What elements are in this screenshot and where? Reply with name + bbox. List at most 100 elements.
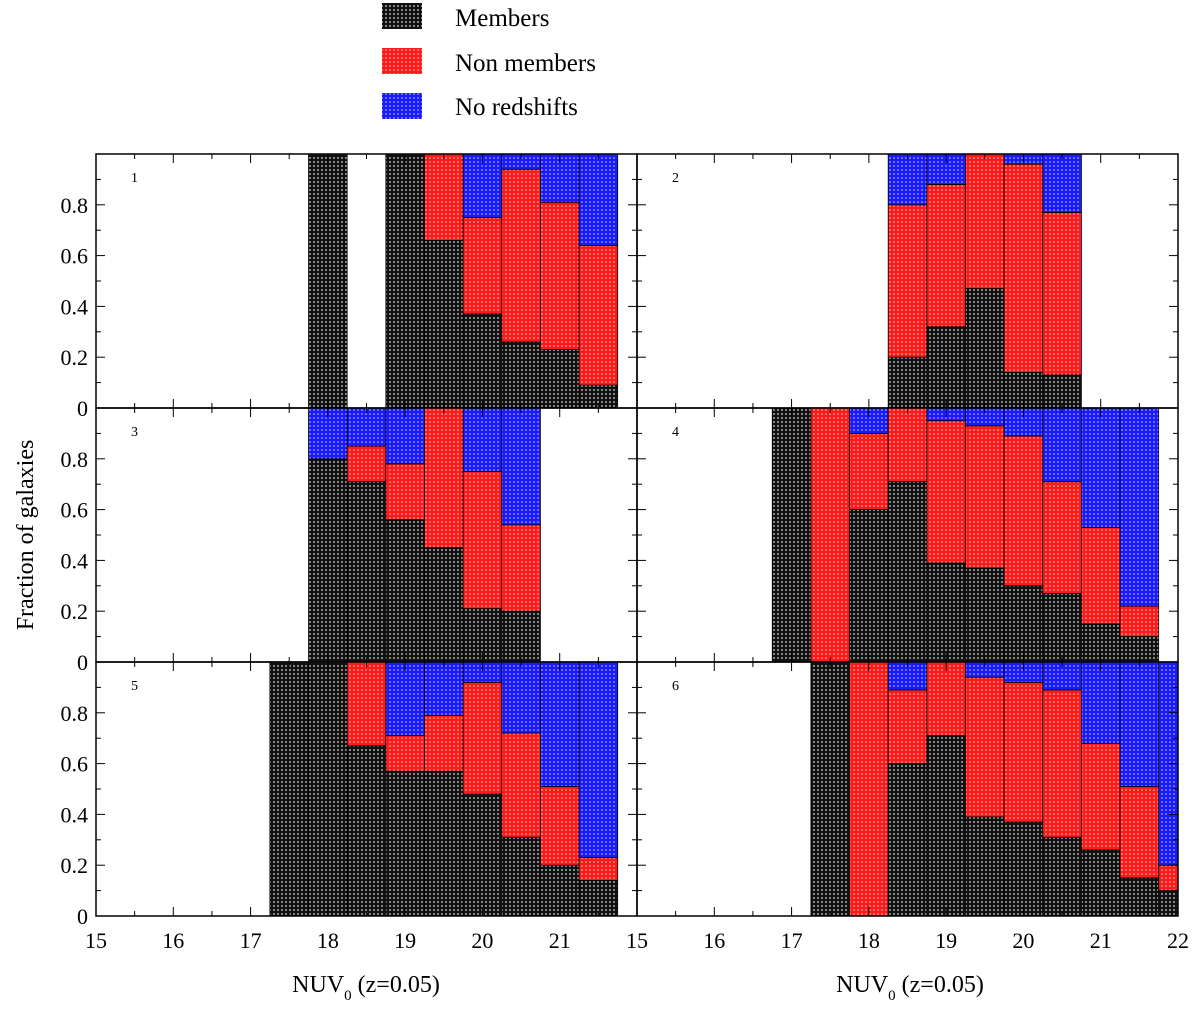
panel-3-bar-0-members	[308, 458, 348, 662]
panel-6-bar-0-members	[810, 662, 850, 916]
y-tick-label-row1: 0.6	[61, 244, 89, 269]
legend-swatch-members	[382, 3, 422, 29]
panel-2-bar-4-members	[1042, 374, 1082, 408]
panel-4-bar-4-members	[926, 562, 966, 662]
panel-6-bar-5-non-members	[1003, 681, 1044, 823]
panel-6-bar-9-non-members	[1158, 864, 1178, 892]
panel-4-label: 4	[672, 425, 679, 440]
panel-5-bar-6-members	[501, 836, 541, 916]
panel-5-bar-4-non-members	[424, 714, 464, 772]
panel-4-bar-5-non-members	[965, 425, 1005, 569]
panel-3-label: 3	[131, 425, 138, 440]
panel-4-bar-4-non-members	[926, 420, 966, 564]
y-tick-label-row3: 0.6	[61, 752, 89, 777]
panel-2-label: 2	[672, 171, 679, 186]
x-tick-label-left: 18	[317, 928, 339, 953]
legend-entry-non-members: Non members	[382, 48, 596, 77]
panel-6-label: 6	[672, 679, 679, 694]
panel-4-bar-8-non-members	[1080, 526, 1121, 625]
panel-3-bar-2-no-redshifts	[385, 408, 425, 465]
y-tick-label-row2: 0.6	[61, 498, 89, 523]
panel-5-bar-6-non-members	[501, 732, 541, 838]
panel-4-bar-2-members	[849, 509, 889, 662]
panel-6-bar-8-non-members	[1119, 786, 1160, 879]
y-tick-label-row1: 0.8	[61, 193, 89, 218]
panel-6-bar-2-members	[887, 763, 928, 916]
panel-3-bar-1-non-members	[346, 445, 387, 483]
panel-4-bar-9-non-members	[1119, 605, 1160, 637]
x-axis-title-right: NUV0 (z=0.05)	[836, 972, 984, 1004]
panel-5-bar-4-members	[424, 770, 464, 916]
panel-4-bar-3-non-members	[887, 408, 928, 483]
panel-6-bar-7-members	[1080, 849, 1121, 916]
panel-4-bar-6-non-members	[1003, 435, 1044, 587]
panel-5-bar-5-non-members	[462, 681, 503, 795]
panel-2-bar-2-members	[965, 288, 1005, 408]
panel-3-bar-2-non-members	[385, 463, 425, 521]
x-axis-title-right-subscript: 0	[888, 988, 896, 1004]
panel-5-bar-2-members	[346, 745, 387, 916]
y-tick-label-row3: 0.2	[61, 853, 89, 878]
legend-entry-members: Members	[382, 3, 549, 32]
panel-2: 2	[636, 153, 1179, 409]
panel-5-bar-5-members	[462, 793, 503, 916]
x-tick-label-left: 17	[240, 928, 262, 953]
panel-3-bar-2-members	[385, 519, 425, 662]
panel-2-bar-3-non-members	[1003, 163, 1044, 373]
x-tick-label-right: 22	[1167, 928, 1189, 953]
panel-2-bar-2-non-members	[965, 154, 1005, 290]
panel-1-bar-2-members	[424, 239, 464, 408]
x-tick-label-right: 18	[858, 928, 880, 953]
legend-swatch-no-redshifts	[382, 93, 422, 119]
panel-4-bar-2-non-members	[849, 432, 889, 510]
x-tick-label-left: 15	[85, 928, 107, 953]
legend-entry-no-redshifts: No redshifts	[382, 93, 578, 121]
panel-4-bar-1-non-members	[810, 408, 850, 662]
panel-4: 4	[636, 407, 1179, 663]
panel-3-bar-1-members	[346, 481, 387, 662]
panel-1-bar-6-no-redshifts	[578, 154, 619, 246]
y-tick-label-row2: 0.8	[61, 447, 89, 472]
panel-6-bar-3-members	[926, 735, 966, 916]
y-tick-label-row2: 0.4	[61, 548, 89, 573]
panel-1-bar-5-non-members	[539, 201, 580, 350]
x-axis-title-left-main: NUV	[292, 972, 345, 998]
panel-3-bar-3-members	[424, 547, 464, 662]
panel-1-bar-3-non-members	[462, 217, 503, 315]
panel-5: 5	[95, 661, 638, 917]
x-axis-title-left-tail: (z=0.05)	[352, 972, 440, 998]
panel-6: 6	[636, 661, 1179, 917]
panel-6-bar-5-members	[1003, 821, 1044, 916]
panel-4-bars	[771, 408, 1160, 662]
y-tick-label-row1: 0.2	[61, 345, 89, 370]
panel-3-bar-5-members	[501, 610, 541, 662]
x-tick-label-left: 19	[394, 928, 416, 953]
panel-6-bar-4-non-members	[965, 676, 1005, 818]
x-axis-title-left-subscript: 0	[344, 988, 352, 1004]
panel-5-label: 5	[131, 679, 138, 694]
panel-5-bar-3-no-redshifts	[385, 662, 425, 737]
panel-4-bar-7-members	[1042, 593, 1082, 662]
axes: 0 0.2 0.4 0.6 0.8 0 0.2 0.4 0.6 0.8 0 0.2 0.4 0.6 0.8 1…	[61, 193, 1190, 953]
panel-4-bar-8-no-redshifts	[1080, 408, 1121, 528]
panel-3-bars	[308, 408, 541, 662]
panel-3-bar-4-non-members	[462, 471, 503, 610]
panel-2-bar-1-non-members	[926, 184, 966, 328]
panel-1-bar-4-non-members	[501, 168, 541, 343]
panel-5-bar-8-no-redshifts	[578, 662, 619, 858]
panel-3-bar-5-no-redshifts	[501, 408, 541, 526]
y-tick-label-row2: 0.2	[61, 599, 89, 624]
panel-1-bar-3-members	[462, 313, 503, 408]
panel-2-bars	[887, 154, 1082, 408]
panel-6-bar-7-non-members	[1080, 742, 1121, 851]
panel-5-bar-2-non-members	[346, 662, 387, 747]
panel-3-bar-3-non-members	[424, 408, 464, 549]
x-axis-title-right-tail: (z=0.05)	[896, 972, 984, 998]
legend-swatch-non-members	[382, 48, 422, 74]
panel-3-bar-4-no-redshifts	[462, 408, 503, 472]
panel-2-bar-1-members	[926, 326, 966, 408]
x-tick-label-right: 16	[703, 928, 725, 953]
panel-2-bar-0-no-redshifts	[887, 154, 928, 206]
panel-6-bar-8-members	[1119, 877, 1160, 916]
